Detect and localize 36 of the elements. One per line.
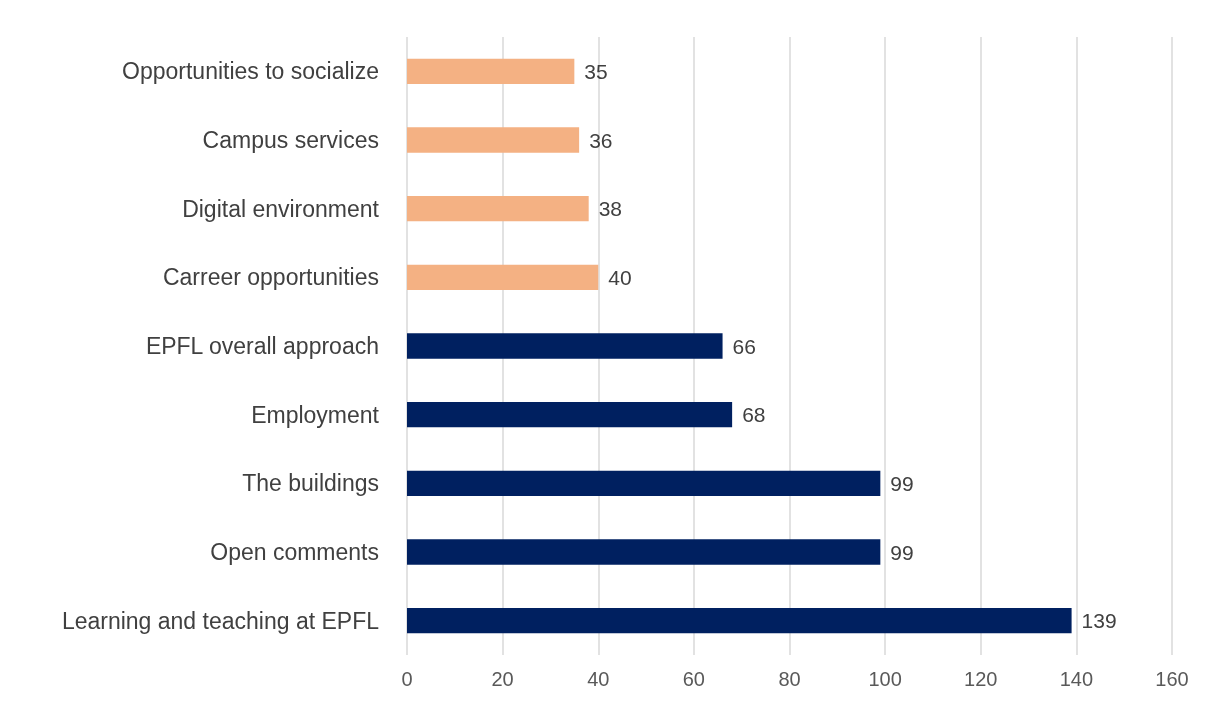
x-tick-label: 100: [868, 668, 902, 690]
x-tick-label: 40: [587, 668, 610, 690]
bar: [407, 58, 575, 85]
x-tick-label: 140: [1059, 668, 1094, 690]
data-label: 40: [608, 265, 632, 289]
x-tick-label: 80: [778, 668, 801, 690]
x-tick-label: 120: [964, 668, 998, 690]
y-tick-label: Campus services: [202, 127, 379, 153]
y-tick-label: The buildings: [242, 470, 379, 497]
bar: [407, 333, 723, 359]
bar: [407, 264, 599, 291]
y-tick-label: Carreer opportunities: [162, 264, 379, 291]
y-tick-label: Open comments: [210, 539, 379, 565]
y-tick-label: EPFL overall approach: [145, 333, 379, 359]
y-tick-label: Learning and teaching at EPFL: [61, 607, 380, 634]
x-tick-label: 20: [491, 668, 514, 690]
y-tick-label: Opportunities to socialize: [122, 58, 379, 85]
x-tick-label: 60: [682, 668, 705, 690]
bar: [407, 195, 589, 222]
data-label: 36: [589, 128, 613, 152]
data-label: 38: [598, 197, 623, 221]
y-tick-label: Digital environment: [182, 195, 380, 222]
y-tick-label: Employment: [251, 401, 380, 428]
bar: [407, 127, 580, 153]
x-tick-label: 160: [1155, 668, 1189, 690]
data-label: 68: [742, 403, 766, 427]
data-label: 139: [1081, 609, 1117, 633]
data-label: 35: [584, 59, 608, 83]
data-label: 99: [890, 540, 914, 564]
bar: [407, 401, 733, 428]
x-tick-label: 0: [401, 668, 413, 690]
bar: [407, 607, 1072, 634]
bar: [407, 470, 881, 497]
data-label: 66: [732, 334, 756, 358]
data-label: 99: [890, 471, 914, 495]
bar: [407, 539, 881, 565]
